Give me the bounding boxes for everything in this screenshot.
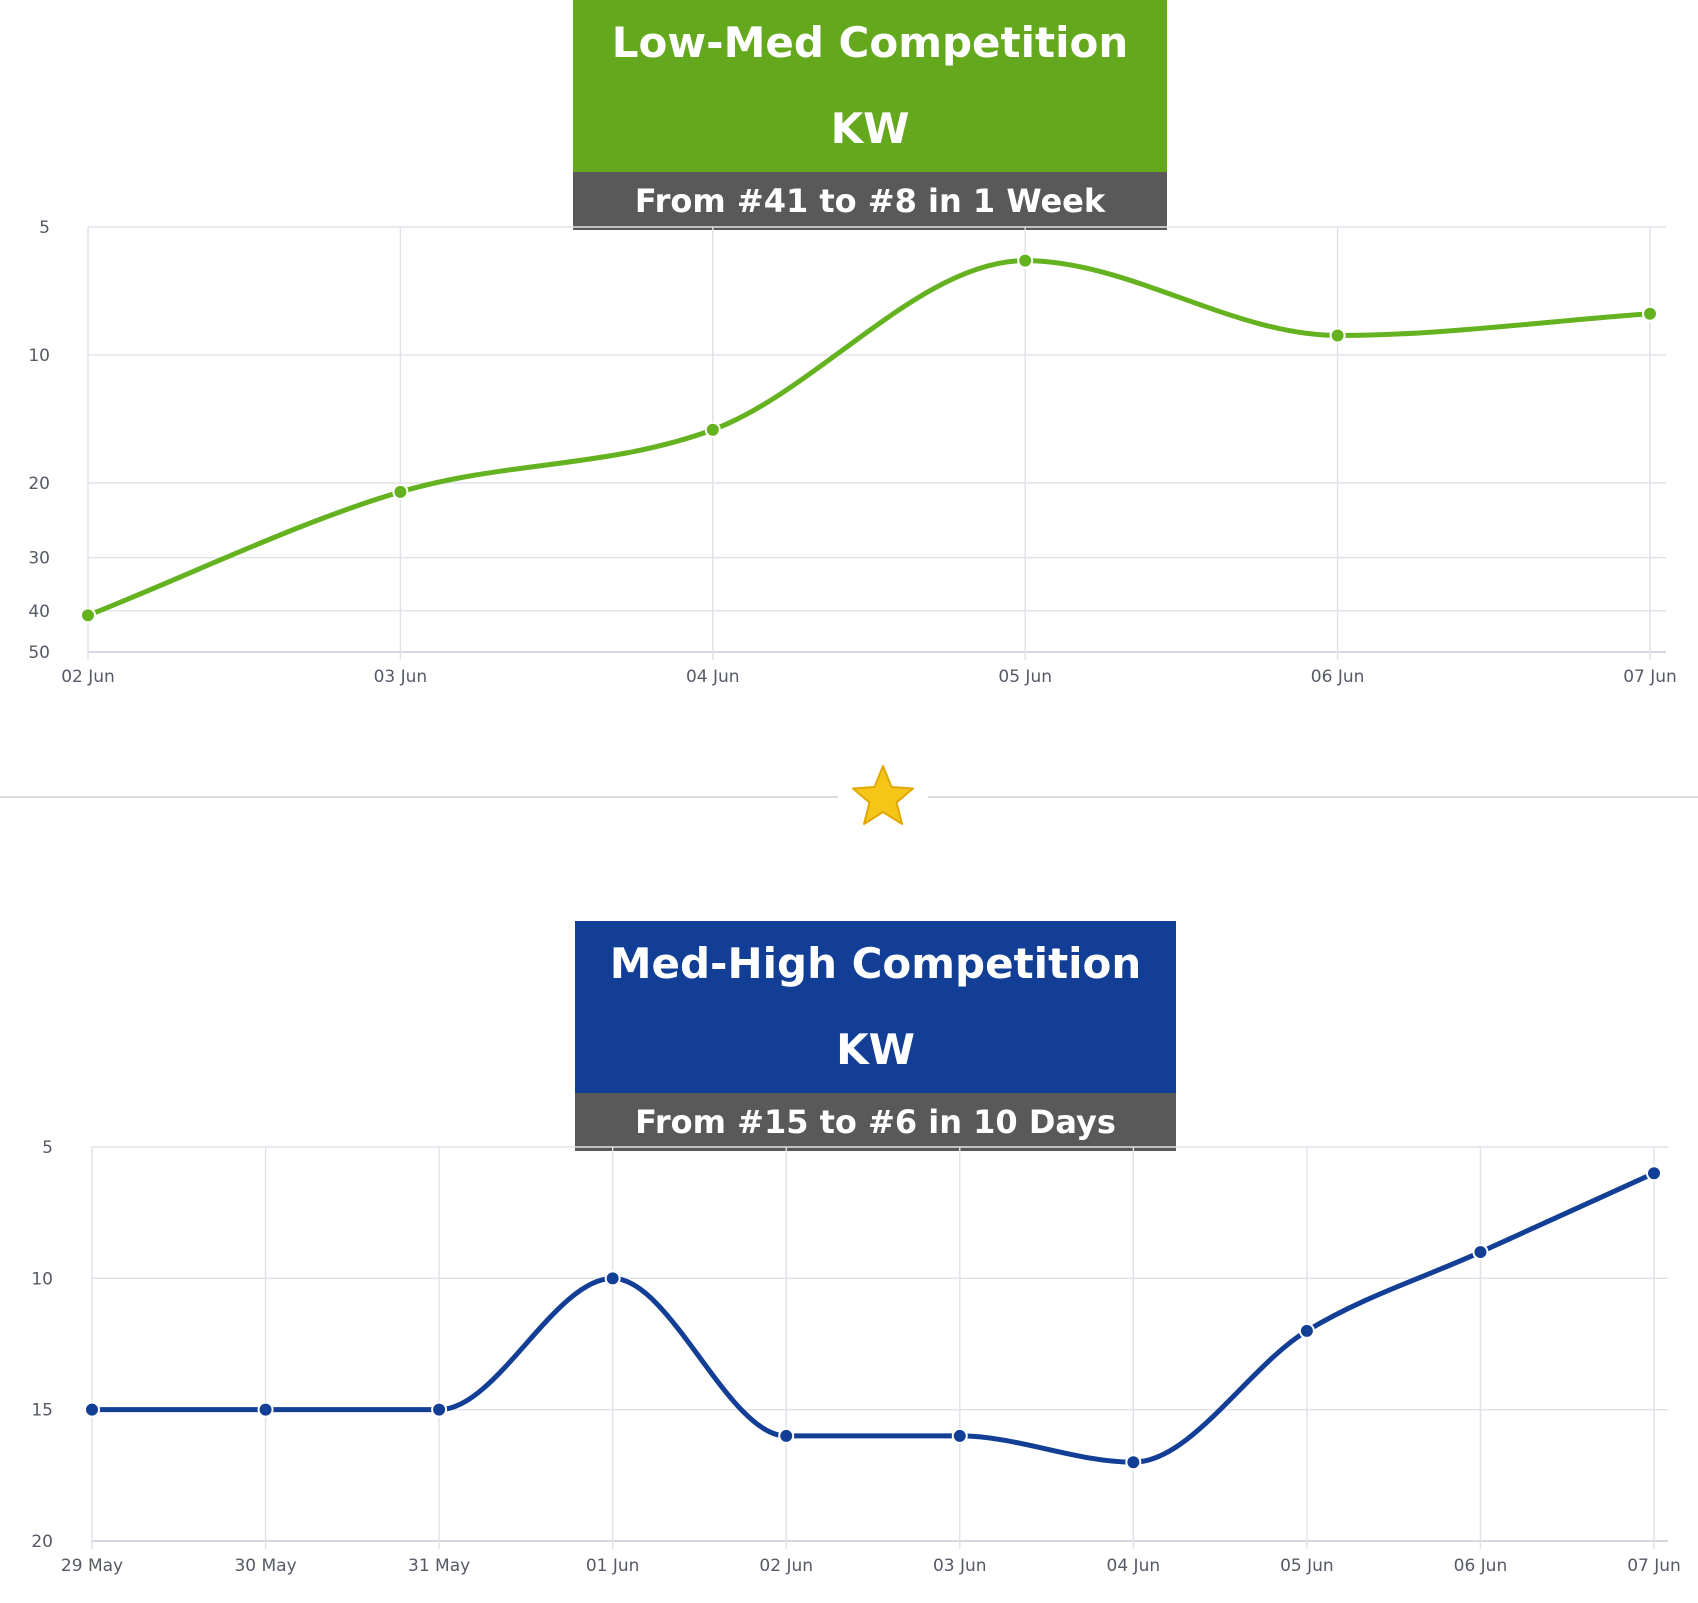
- chart1-data-point[interactable]: [80, 607, 96, 624]
- chart1-y-tick-label: 5: [39, 218, 50, 238]
- chart2-data-point[interactable]: [431, 1401, 448, 1418]
- chart2-y-tick-label: 20: [31, 1532, 53, 1552]
- chart1-data-point[interactable]: [1642, 305, 1658, 322]
- chart2-x-tick-label: 03 Jun: [933, 1556, 987, 1576]
- chart2-x-tick-label: 29 May: [61, 1556, 123, 1576]
- chart2-title: Med-High Competition KW: [609, 939, 1142, 1074]
- chart2-x-tick-label: 06 Jun: [1454, 1556, 1508, 1576]
- chart1: 5 10 20 30 40 50 02 Jun 03 Jun 04 Jun 05 Jun 06 Ju…: [28, 218, 1677, 687]
- chart1-x-tick-label: 07 Jun: [1623, 667, 1677, 687]
- chart2-banner: Med-High Competition KW From #15 to #6 i…: [575, 921, 1176, 1151]
- chart2-x-tick-label: 04 Jun: [1107, 1556, 1161, 1576]
- chart1-y-tick-label: 10: [28, 346, 50, 366]
- chart2-data-point[interactable]: [84, 1401, 100, 1418]
- chart1-x-tick-label: 04 Jun: [686, 667, 740, 687]
- chart2-data-point[interactable]: [1298, 1322, 1315, 1339]
- chart2-x-tick-label: 01 Jun: [586, 1556, 640, 1576]
- chart2-y-tick-label: 10: [31, 1269, 53, 1289]
- chart1-x-tick-label: 06 Jun: [1311, 667, 1365, 687]
- chart1-y-tick-label: 40: [28, 602, 50, 622]
- chart2-data-point[interactable]: [257, 1401, 274, 1418]
- chart2-subtitle: From #15 to #6 in 10 Days: [575, 1093, 1176, 1151]
- chart1-x-tick-label: 02 Jun: [61, 667, 115, 687]
- chart2-x-tick-label: 30 May: [234, 1556, 296, 1576]
- chart1-title: Low-Med Competition KW: [611, 18, 1129, 153]
- chart1-banner: Low-Med Competition KW From #41 to #8 in…: [573, 0, 1167, 230]
- chart2-data-point[interactable]: [1646, 1165, 1662, 1182]
- chart2-x-tick-label: 02 Jun: [759, 1556, 813, 1576]
- chart1-y-tick-label: 30: [28, 549, 50, 569]
- chart2-y-tick-label: 15: [31, 1401, 53, 1421]
- chart1-y-tick-label: 20: [28, 474, 50, 494]
- chart2: 5 10 15 20 29 May 30 May 31 May 01 Jun 02 Jun 03 …: [31, 1138, 1681, 1576]
- chart1-data-point[interactable]: [392, 483, 409, 500]
- chart1-data-point[interactable]: [1017, 252, 1034, 269]
- star-icon: [838, 758, 928, 838]
- chart2-x-tick-label: 31 May: [408, 1556, 470, 1576]
- chart1-data-point[interactable]: [1329, 327, 1346, 344]
- chart1-data-point[interactable]: [704, 421, 721, 438]
- chart2-series-line: [92, 1170, 1656, 1465]
- chart2-grid: [91, 1146, 1668, 1549]
- chart2-data-point[interactable]: [778, 1427, 795, 1444]
- chart2-data-point[interactable]: [604, 1270, 621, 1287]
- chart1-series-line: [87, 258, 1651, 618]
- chart1-x-tick-label: 05 Jun: [998, 667, 1052, 687]
- chart1-subtitle: From #41 to #8 in 1 Week: [573, 172, 1167, 230]
- chart2-data-point[interactable]: [951, 1427, 968, 1444]
- chart1-x-tick-label: 03 Jun: [374, 667, 428, 687]
- chart2-data-point[interactable]: [1472, 1244, 1489, 1261]
- chart1-y-tick-label: 50: [28, 643, 50, 663]
- chart2-x-tick-label: 05 Jun: [1280, 1556, 1334, 1576]
- chart1-grid: [87, 226, 1666, 660]
- chart2-data-point[interactable]: [1125, 1454, 1142, 1471]
- chart2-x-tick-label: 07 Jun: [1627, 1556, 1681, 1576]
- chart2-y-tick-label: 5: [42, 1138, 53, 1158]
